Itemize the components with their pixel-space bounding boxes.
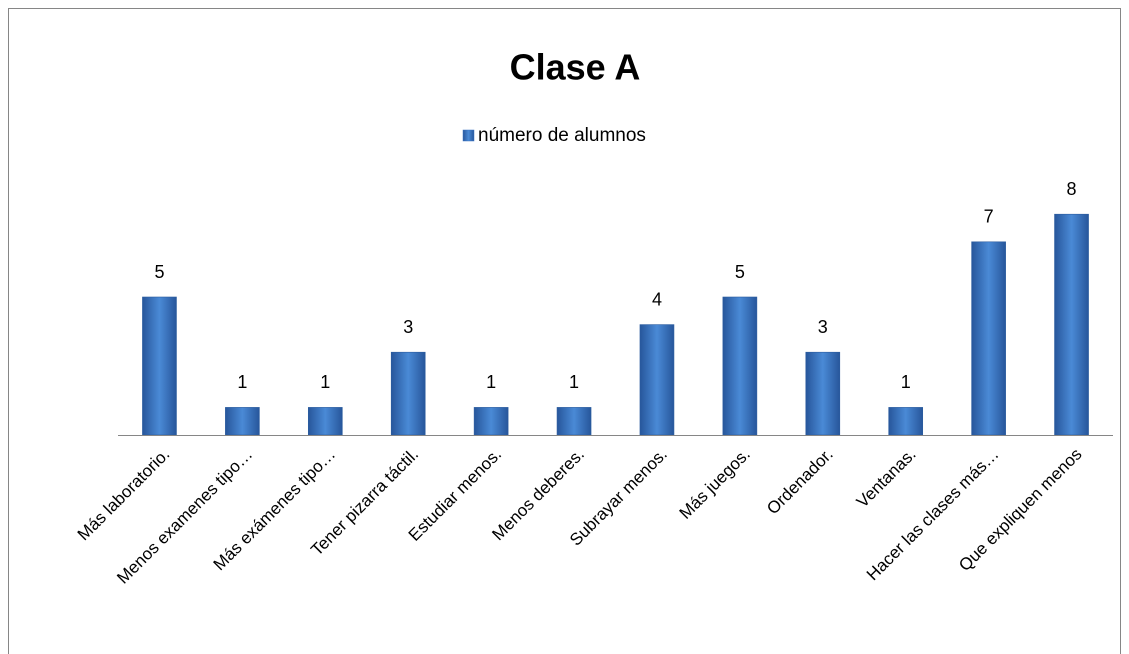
data-label: 7 <box>984 207 994 227</box>
bar <box>142 296 177 436</box>
bar <box>1054 213 1089 436</box>
data-label: 1 <box>569 372 579 392</box>
bar <box>639 324 675 436</box>
bar <box>556 407 592 436</box>
data-label: 8 <box>1067 179 1077 199</box>
data-label: 1 <box>901 372 911 392</box>
legend: número de alumnos <box>462 125 646 146</box>
data-label: 5 <box>735 262 745 282</box>
bar <box>971 241 1006 436</box>
data-label: 4 <box>652 289 662 309</box>
bar <box>722 296 758 436</box>
bar <box>473 407 509 436</box>
legend-label: número de alumnos <box>478 125 646 146</box>
data-label: 3 <box>403 317 413 337</box>
data-label: 3 <box>818 317 828 337</box>
bar <box>390 351 426 436</box>
bar <box>307 407 343 436</box>
bar <box>805 351 841 436</box>
data-label: 1 <box>486 372 496 392</box>
data-label: 5 <box>154 262 164 282</box>
data-label: 1 <box>237 372 247 392</box>
bar <box>888 407 924 436</box>
data-label: 1 <box>320 372 330 392</box>
chart-title: Clase A <box>510 47 641 88</box>
chart-frame <box>8 8 1121 654</box>
bar <box>225 407 260 436</box>
legend-swatch <box>462 129 475 142</box>
